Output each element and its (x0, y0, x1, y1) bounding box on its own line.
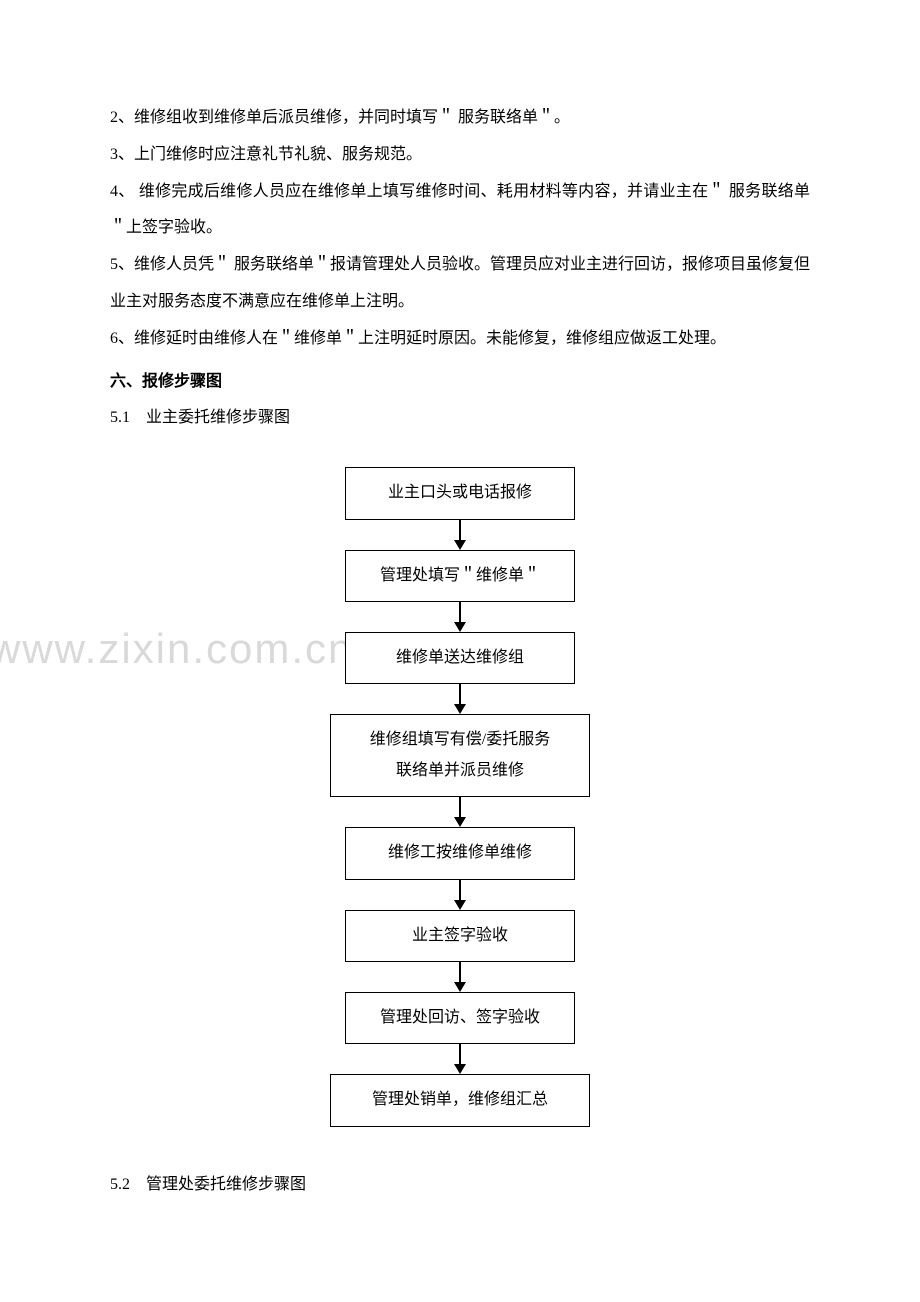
paragraph-6: 6、维修延时由维修人在＂维修单＂上注明延时原因。未能修复，维修组应做返工处理。 (110, 321, 810, 358)
flow-arrow (454, 797, 466, 827)
sub-heading-5-2: 5.2 管理处委托维修步骤图 (110, 1167, 810, 1204)
flow-node-3: 维修单送达维修组 (345, 632, 575, 684)
flow-arrow (454, 520, 466, 550)
flow-arrow (454, 684, 466, 714)
flow-arrow (454, 880, 466, 910)
flowchart-owner-repair: www.zixin.com.cn 业主口头或电话报修 管理处填写＂维修单＂ 维修… (110, 467, 810, 1127)
paragraph-3: 3、上门维修时应注意礼节礼貌、服务规范。 (110, 137, 810, 174)
flow-arrow (454, 962, 466, 992)
flow-node-5: 维修工按维修单维修 (345, 827, 575, 879)
flow-node-4: 维修组填写有偿/委托服务联络单并派员维修 (330, 714, 590, 797)
section-heading: 六、报修步骤图 (110, 364, 810, 401)
paragraph-4: 4、 维修完成后维修人员应在维修单上填写维修时间、耗用材料等内容，并请业主在＂ … (110, 174, 810, 248)
flow-arrow (454, 602, 466, 632)
paragraph-2: 2、维修组收到维修单后派员维修，并同时填写＂ 服务联络单＂。 (110, 100, 810, 137)
flow-node-8: 管理处销单，维修组汇总 (330, 1074, 590, 1126)
sub-heading-5-1: 5.1 业主委托维修步骤图 (110, 400, 810, 437)
flow-node-7: 管理处回访、签字验收 (345, 992, 575, 1044)
flow-arrow (454, 1044, 466, 1074)
flow-node-2: 管理处填写＂维修单＂ (345, 550, 575, 602)
flow-node-1: 业主口头或电话报修 (345, 467, 575, 519)
paragraph-5: 5、维修人员凭＂ 服务联络单＂报请管理处人员验收。管理员应对业主进行回访，报修项… (110, 247, 810, 321)
flow-node-6: 业主签字验收 (345, 910, 575, 962)
watermark-text: www.zixin.com.cn (0, 625, 353, 673)
